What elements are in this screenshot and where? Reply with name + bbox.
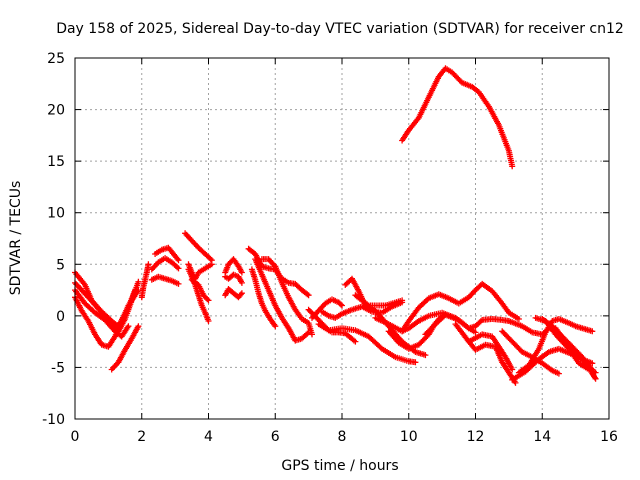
x-tick-label: 0 xyxy=(71,429,80,445)
axes: 0 2 4 6 8 10 12 14 16 -10 -5 0 5 10 15 20 25 xyxy=(42,51,618,445)
series-s33 xyxy=(465,331,516,373)
y-axis-label: SDTVAR / TECUs xyxy=(8,181,24,296)
series-s15 xyxy=(222,271,245,286)
series-markers xyxy=(465,331,516,373)
series-markers xyxy=(532,314,599,376)
series-s14 xyxy=(222,256,245,276)
series-markers xyxy=(222,271,245,286)
series-s29 xyxy=(399,280,522,335)
y-tick-label: 10 xyxy=(47,206,65,222)
series-s31 xyxy=(422,311,512,338)
series-markers xyxy=(248,266,279,330)
series-markers xyxy=(152,244,182,264)
series-markers xyxy=(188,276,212,304)
series-s10 xyxy=(182,230,215,264)
y-tick-label: 15 xyxy=(47,154,65,170)
series-markers xyxy=(258,256,315,338)
series-markers xyxy=(399,280,522,335)
series-s8 xyxy=(148,255,182,273)
x-tick-label: 4 xyxy=(204,429,213,445)
series-markers xyxy=(182,230,215,264)
y-tick-label: 0 xyxy=(56,309,65,325)
series-s13 xyxy=(188,276,212,304)
series-s19 xyxy=(252,256,312,344)
series-s30 xyxy=(399,65,516,170)
x-tick-label: 14 xyxy=(533,429,551,445)
series-markers xyxy=(352,292,406,309)
series-s16 xyxy=(222,286,245,301)
series-s18 xyxy=(248,266,279,330)
x-tick-label: 8 xyxy=(338,429,347,445)
series-s26 xyxy=(352,292,406,309)
x-tick-label: 16 xyxy=(600,429,618,445)
series-markers xyxy=(148,255,182,273)
series-s5 xyxy=(108,323,142,373)
series-markers xyxy=(222,286,245,301)
chart-title: Day 158 of 2025, Sidereal Day-to-day VTE… xyxy=(56,21,624,37)
series-markers xyxy=(252,256,312,344)
x-tick-label: 12 xyxy=(467,429,485,445)
series-s6 xyxy=(138,261,152,301)
y-tick-label: 25 xyxy=(47,51,65,67)
y-tick-label: 20 xyxy=(47,103,65,119)
series-markers xyxy=(305,306,419,366)
series-s9 xyxy=(148,273,182,287)
series-s38 xyxy=(532,314,599,376)
y-tick-label: -5 xyxy=(51,360,65,376)
series-markers xyxy=(399,65,516,170)
x-tick-label: 10 xyxy=(400,429,418,445)
x-axis-label: GPS time / hours xyxy=(281,458,398,474)
series-markers xyxy=(148,273,182,287)
x-tick-label: 6 xyxy=(271,429,280,445)
series-markers xyxy=(422,311,512,338)
y-tick-label: -10 xyxy=(42,412,65,428)
series-markers xyxy=(222,256,245,276)
series-s39 xyxy=(499,328,562,377)
x-tick-label: 2 xyxy=(137,429,146,445)
series-s7 xyxy=(152,244,182,264)
series-s24 xyxy=(305,306,419,366)
series-s20 xyxy=(258,256,315,338)
grid xyxy=(75,58,609,419)
series-markers xyxy=(499,328,562,377)
series-markers xyxy=(138,261,152,301)
series-markers xyxy=(108,323,142,373)
y-tick-label: 5 xyxy=(56,257,65,273)
